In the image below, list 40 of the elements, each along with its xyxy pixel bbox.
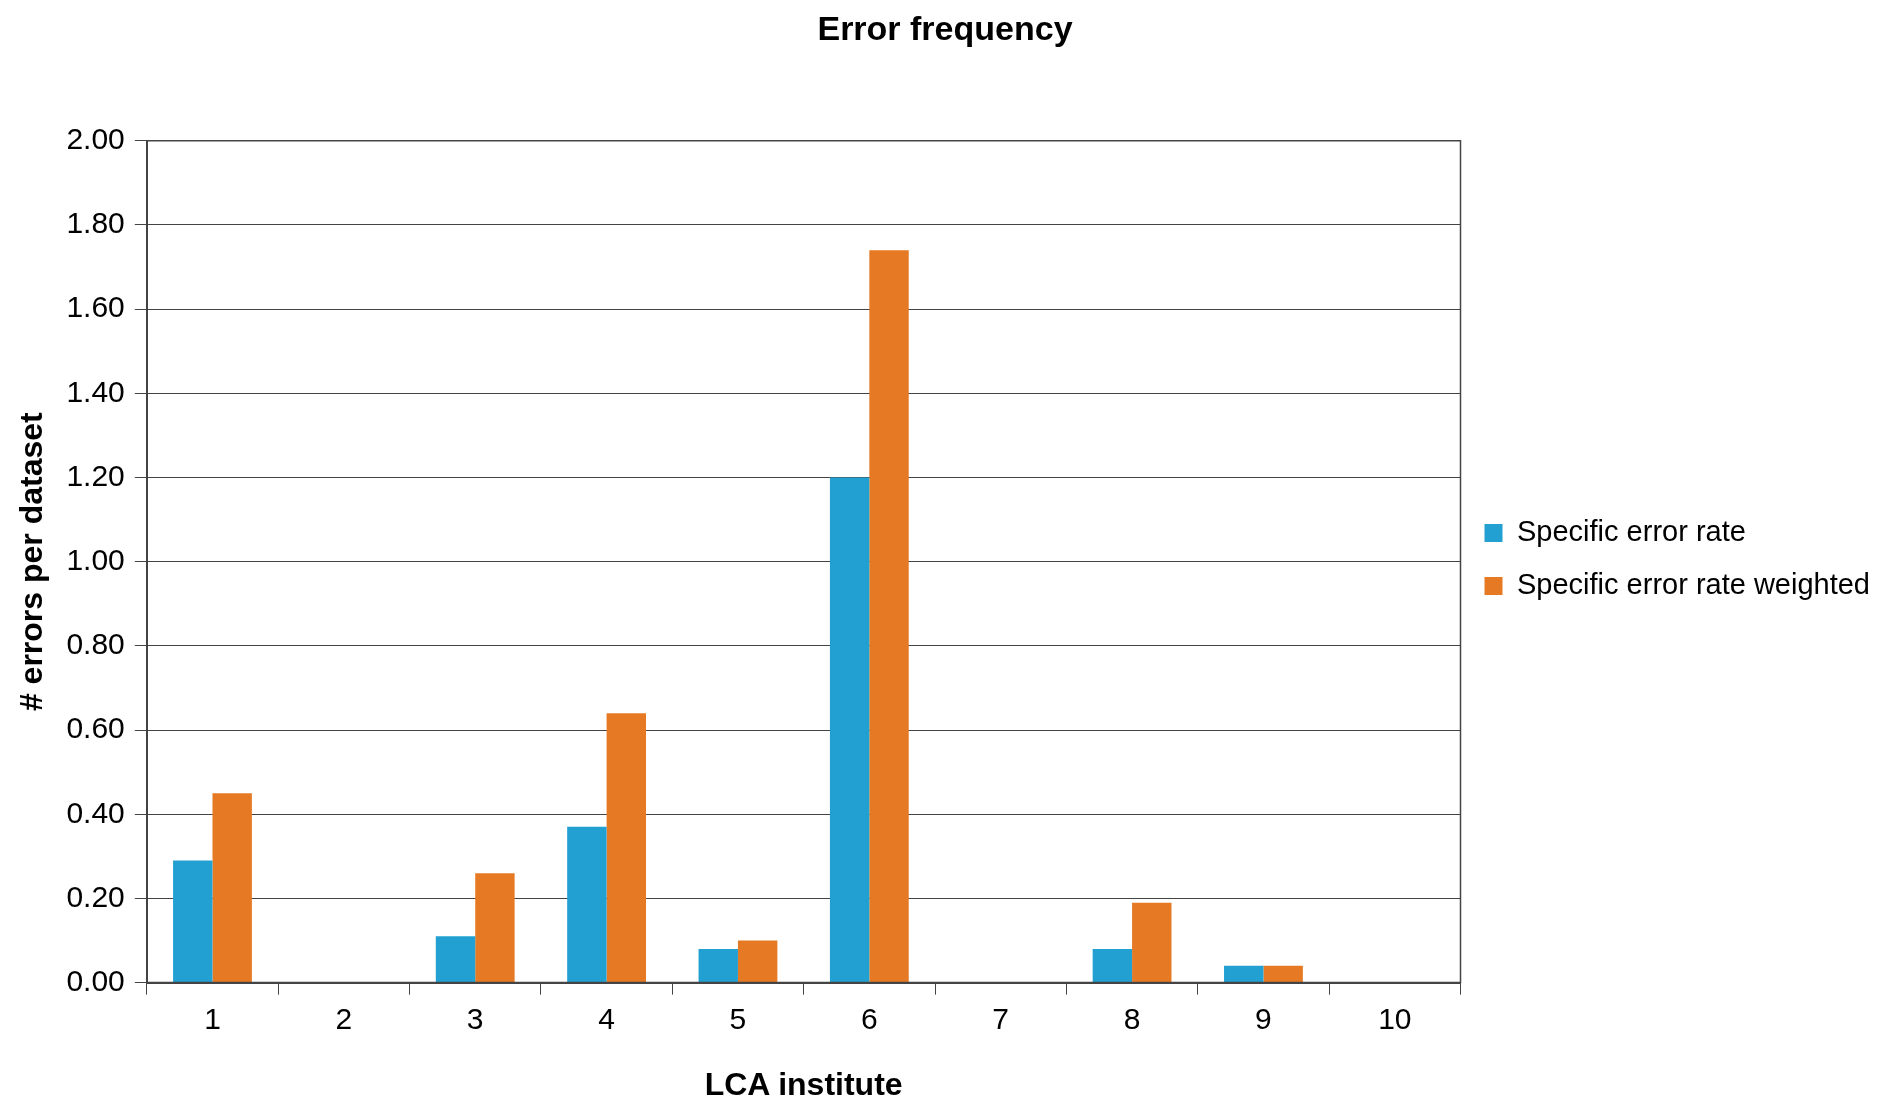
bar [698, 948, 738, 983]
x-tick-label: 8 [1123, 1001, 1141, 1035]
x-tick-label: 2 [335, 1001, 353, 1035]
x-axis-title: LCA institute [704, 1065, 903, 1102]
legend-label: Specific error rate [1517, 515, 1746, 547]
bar [475, 873, 515, 983]
x-tick-label: 6 [860, 1001, 878, 1035]
bar [829, 477, 870, 983]
y-tick-label: 0.20 [66, 879, 125, 913]
y-tick-label: 0.00 [66, 963, 125, 997]
x-tick-label: 7 [992, 1001, 1010, 1035]
y-tick-label: 2.00 [66, 122, 125, 156]
x-tick-label: 3 [466, 1001, 484, 1035]
x-tick-label: 9 [1255, 1001, 1272, 1035]
legend-label: Specific error rate weighted [1517, 568, 1870, 600]
x-tick-label: 10 [1378, 1001, 1412, 1035]
x-tick-label: 1 [204, 1001, 221, 1035]
bar [1132, 902, 1172, 983]
y-tick-label: 1.40 [66, 374, 125, 408]
bar [567, 826, 607, 983]
y-tick-label: 0.80 [66, 627, 125, 661]
y-tick-label: 1.60 [66, 290, 125, 324]
bar [435, 936, 476, 983]
y-tick-label: 0.40 [66, 795, 125, 829]
y-tick-label: 0.60 [66, 711, 125, 745]
bar [1092, 948, 1133, 983]
y-tick-label: 1.00 [66, 542, 125, 576]
bar [212, 793, 252, 983]
bar [606, 713, 646, 983]
y-tick-label: 1.80 [66, 206, 125, 240]
bar [1263, 965, 1303, 983]
y-axis-title: # errors per dataset [13, 411, 50, 712]
y-tick-label: 1.20 [66, 458, 125, 492]
bar [173, 860, 213, 983]
bar [737, 940, 778, 983]
bar [1224, 965, 1264, 983]
chart-title: Error frequency [817, 8, 1073, 47]
x-tick-label: 4 [598, 1001, 615, 1035]
bar [869, 250, 909, 983]
x-tick-label: 5 [729, 1001, 747, 1035]
